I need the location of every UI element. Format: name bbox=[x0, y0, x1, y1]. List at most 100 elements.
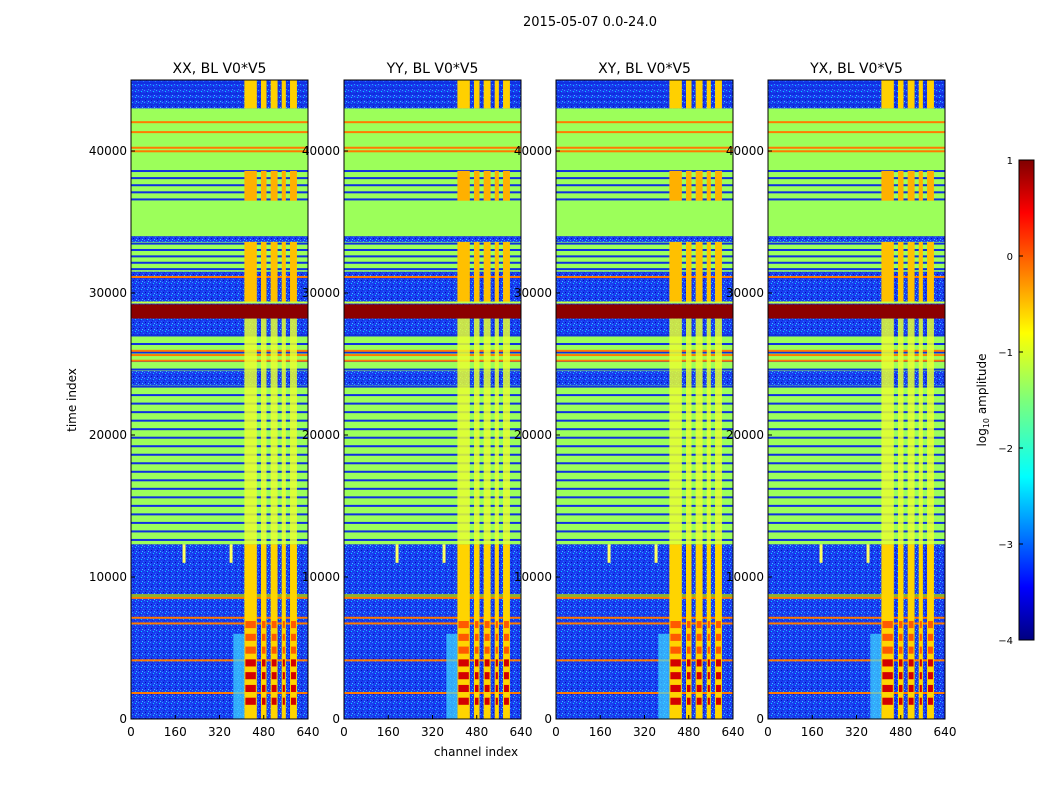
flagged-region bbox=[556, 108, 733, 237]
hot-spot bbox=[898, 697, 903, 705]
heatmap-image bbox=[131, 80, 308, 719]
hot-spot bbox=[928, 672, 933, 680]
rfi-line bbox=[344, 596, 521, 599]
hot-spot bbox=[458, 684, 469, 693]
rfi-column bbox=[881, 80, 894, 109]
data-stripe bbox=[768, 487, 945, 490]
data-stripe bbox=[344, 530, 521, 533]
rfi-column bbox=[715, 241, 722, 302]
data-stripe bbox=[131, 462, 308, 465]
y-tick-label: 0 bbox=[544, 712, 552, 726]
data-stripe bbox=[131, 436, 308, 439]
x-tick-label: 320 bbox=[208, 725, 231, 739]
hot-spot bbox=[261, 659, 266, 667]
data-stripe bbox=[344, 255, 521, 258]
rfi-line bbox=[131, 354, 308, 357]
panel-title: XX, BL V0*V5 bbox=[173, 61, 267, 77]
hot-spot bbox=[474, 633, 479, 641]
data-stripe bbox=[344, 394, 521, 397]
hot-spot bbox=[928, 621, 933, 629]
data-stripe bbox=[344, 402, 521, 405]
hot-spot bbox=[474, 672, 479, 680]
data-stripe bbox=[131, 470, 308, 473]
rfi-column bbox=[457, 80, 470, 109]
rfi-column bbox=[290, 241, 297, 302]
y-tick-label: 30000 bbox=[302, 286, 340, 300]
hot-spot bbox=[458, 672, 469, 680]
rfi-column bbox=[260, 241, 267, 302]
colorbar-tick-label: 0 bbox=[1007, 252, 1013, 263]
rfi-line bbox=[344, 150, 521, 153]
data-stripe bbox=[556, 92, 733, 95]
hot-spot bbox=[291, 646, 296, 654]
hot-spot bbox=[261, 621, 266, 629]
y-tick-label: 40000 bbox=[302, 144, 340, 158]
hot-spot bbox=[495, 684, 498, 693]
rfi-column bbox=[483, 318, 491, 545]
rfi-column bbox=[244, 241, 257, 302]
data-stripe bbox=[768, 419, 945, 422]
data-stripe bbox=[768, 521, 945, 524]
hot-spot bbox=[908, 697, 914, 705]
hot-spot bbox=[928, 659, 933, 667]
rfi-column bbox=[706, 170, 711, 201]
data-stripe bbox=[768, 411, 945, 414]
rfi-column bbox=[669, 80, 682, 109]
flagged-region bbox=[344, 385, 521, 545]
heatmap-panel: XX, BL V0*V5 0 160 320 480 640 0 10000 20000 3000… bbox=[89, 61, 320, 739]
x-tick-label: 640 bbox=[722, 725, 745, 739]
flagged-region bbox=[768, 108, 945, 237]
data-stripe bbox=[556, 487, 733, 490]
y-tick-label: 30000 bbox=[89, 286, 127, 300]
rfi-column bbox=[715, 170, 722, 201]
hot-spot bbox=[696, 684, 702, 693]
hot-spot bbox=[670, 633, 681, 641]
data-stripe bbox=[556, 368, 733, 371]
hot-spot bbox=[458, 659, 469, 667]
data-stripe bbox=[344, 479, 521, 482]
hot-spot bbox=[245, 633, 256, 641]
data-stripe bbox=[768, 98, 945, 101]
data-stripe bbox=[131, 170, 308, 173]
data-stripe bbox=[344, 170, 521, 173]
rfi-column bbox=[457, 318, 470, 545]
data-stripe bbox=[131, 513, 308, 516]
data-stripe bbox=[768, 394, 945, 397]
heatmap-panel: YX, BL V0*V5 0 160 320 480 640 0 10000 20000 3000… bbox=[726, 61, 957, 739]
rfi-column bbox=[494, 170, 499, 201]
data-stripe bbox=[556, 385, 733, 388]
rfi-column bbox=[685, 170, 692, 201]
data-stripe bbox=[556, 479, 733, 482]
data-stripe bbox=[344, 177, 521, 180]
rfi-line bbox=[768, 121, 945, 124]
hot-spot bbox=[919, 672, 922, 680]
data-stripe bbox=[768, 342, 945, 345]
data-stripe bbox=[556, 103, 733, 106]
rfi-column bbox=[281, 544, 286, 719]
hot-spot bbox=[919, 697, 922, 705]
y-tick-label: 40000 bbox=[726, 144, 764, 158]
hot-spot bbox=[670, 659, 681, 667]
data-stripe bbox=[344, 419, 521, 422]
hot-spot bbox=[908, 684, 914, 693]
hot-spot bbox=[504, 684, 509, 693]
rfi-line bbox=[768, 594, 945, 598]
hot-spot bbox=[928, 633, 933, 641]
y-tick-label: 0 bbox=[119, 712, 127, 726]
saturated-band bbox=[344, 304, 521, 319]
data-stripe bbox=[131, 268, 308, 271]
rfi-line bbox=[556, 622, 733, 625]
hot-spot bbox=[898, 646, 903, 654]
saturated-band bbox=[556, 304, 733, 319]
hot-spot bbox=[484, 621, 490, 629]
data-stripe bbox=[344, 496, 521, 499]
data-stripe bbox=[131, 530, 308, 533]
hot-spot bbox=[291, 684, 296, 693]
rfi-column bbox=[918, 241, 923, 302]
saturated-band bbox=[768, 304, 945, 319]
rfi-column bbox=[927, 318, 934, 545]
data-stripe bbox=[344, 513, 521, 516]
rfi-column bbox=[706, 241, 711, 302]
hot-spot bbox=[686, 659, 691, 667]
hot-spot bbox=[245, 646, 256, 654]
